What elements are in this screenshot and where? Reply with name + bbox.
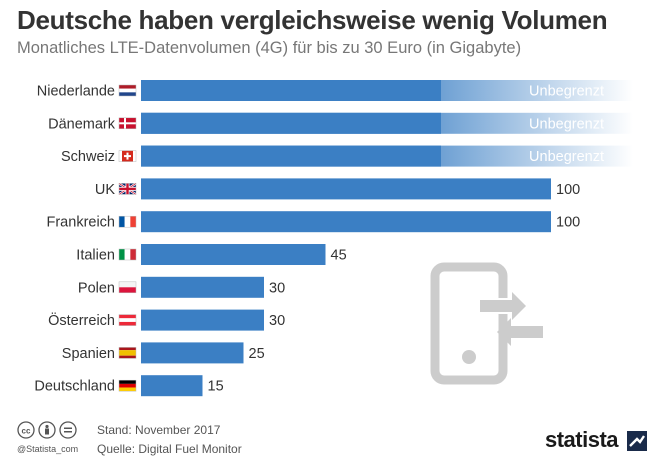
footer-source: Quelle: Digital Fuel Monitor	[97, 442, 242, 456]
category-label: Niederlande	[37, 84, 115, 100]
footer-stand: Stand: November 2017	[97, 423, 221, 437]
flag-at-icon	[118, 314, 137, 326]
bar	[141, 244, 326, 265]
category-label: Italien	[76, 248, 115, 264]
chart-subtitle: Monatliches LTE-Datenvolumen (4G) für bi…	[17, 39, 522, 57]
cc-icon: cc	[17, 421, 35, 439]
bar	[141, 178, 551, 200]
bar	[141, 375, 203, 397]
value-label: 30	[269, 313, 285, 329]
no-derivatives-icon	[59, 421, 77, 439]
value-label: 15	[208, 379, 224, 395]
value-label: 45	[331, 248, 347, 264]
value-label: Unbegrenzt	[529, 116, 604, 132]
phone-data-transfer-icon	[430, 262, 543, 385]
category-label: Deutschland	[34, 379, 115, 395]
category-label: Frankreich	[47, 215, 116, 231]
bar-solid-part	[141, 112, 441, 134]
value-label: Unbegrenzt	[529, 149, 604, 165]
flag-fr-icon	[118, 215, 137, 228]
attribution-icon	[38, 421, 56, 439]
statista-logo-icon	[627, 431, 647, 451]
category-label: Österreich	[48, 311, 115, 329]
license-icons: cc	[17, 421, 77, 439]
svg-text:cc: cc	[22, 427, 31, 436]
value-label: 30	[269, 280, 285, 296]
flag-ch-icon	[118, 150, 137, 162]
flag-de-icon	[118, 379, 137, 392]
category-label: Dänemark	[48, 116, 116, 132]
category-label: UK	[95, 182, 115, 198]
flag-pl-icon	[118, 281, 137, 294]
statista-logo-text: statista	[545, 427, 619, 452]
flag-it-icon	[118, 248, 137, 261]
flag-dk-icon	[118, 117, 137, 130]
flag-es-icon	[118, 347, 137, 359]
category-label: Schweiz	[61, 149, 115, 165]
value-label: Unbegrenzt	[529, 84, 604, 100]
category-label: Spanien	[62, 346, 115, 362]
bar-solid-part	[141, 80, 441, 101]
bar	[141, 276, 264, 298]
statista-handle: @Statista_com	[17, 444, 79, 454]
chart-title: Deutsche haben vergleichsweise wenig Vol…	[17, 5, 608, 35]
bar	[141, 309, 264, 331]
bar	[141, 211, 551, 233]
value-label: 25	[249, 346, 265, 362]
category-label: Polen	[78, 280, 115, 296]
bar-chart: Niederlande Unbegrenzt Dänemark Unbegrenzt S…	[34, 80, 633, 397]
flag-nl-icon	[118, 84, 137, 97]
value-label: 100	[556, 215, 580, 231]
bar	[141, 342, 244, 364]
flag-uk-icon	[118, 182, 137, 196]
bar-solid-part	[141, 145, 441, 167]
value-label: 100	[556, 182, 580, 198]
